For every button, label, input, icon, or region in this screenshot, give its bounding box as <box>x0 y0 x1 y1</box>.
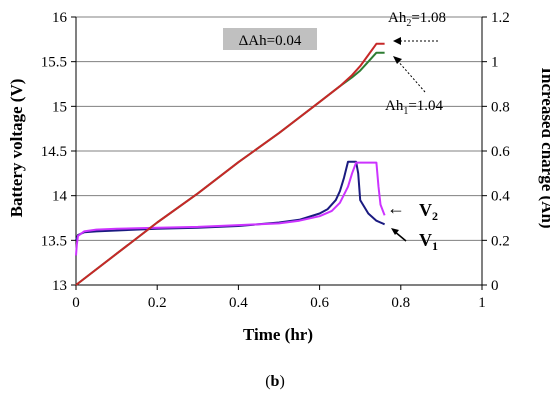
x-tick-label: 0.4 <box>229 295 248 311</box>
ah2-annotation: Ah2=1.08 <box>388 10 446 29</box>
ah1-value: =1.04 <box>408 98 443 114</box>
x-tick-label: 0.6 <box>310 295 329 311</box>
y2-tick-label: 0.4 <box>491 189 510 205</box>
ah1-annotation: Ah1=1.04 <box>385 98 444 117</box>
horizontal-gridlines <box>76 16 482 286</box>
v2-sub: 2 <box>432 209 438 223</box>
series-line-ah2 <box>75 42 385 286</box>
y-tick-label: 13.5 <box>41 233 67 249</box>
figure-caption: (b) <box>265 373 285 390</box>
v1-sub: 1 <box>432 239 438 253</box>
ah1-arrow-line <box>396 59 426 93</box>
ah2-text: Ah <box>388 10 407 26</box>
y2-tick-label: 0 <box>491 278 499 294</box>
v2-arrow-icon: ← <box>387 198 405 218</box>
v2-label: V2 <box>419 200 438 223</box>
series-line-v2 <box>75 161 386 256</box>
y-tick-label: 14 <box>52 189 68 205</box>
ah2-sub: 2 <box>406 18 411 29</box>
y2-tick-label: 0.8 <box>491 99 510 115</box>
y-tick-label: 16 <box>52 10 68 26</box>
x-tick-label: 0 <box>72 295 80 311</box>
y-tick-label: 15 <box>52 99 67 115</box>
y-tick-label: 13 <box>52 278 67 294</box>
series-lines <box>75 42 386 286</box>
axes <box>71 16 487 290</box>
y2-tick-label: 0.6 <box>491 144 510 160</box>
caption-letter: b <box>271 373 280 390</box>
y2-tick-label: 0.2 <box>491 233 510 249</box>
tick-labels: 0 0.2 0.4 0.6 0.8 1 13 13.5 14 14.5 15 15.5 16 0 0.2 0.… <box>41 10 511 311</box>
y2-tick-label: 1.2 <box>491 10 510 26</box>
y-tick-label: 14.5 <box>41 144 67 160</box>
x-axis-label: Time (hr) <box>243 325 313 344</box>
x-tick-label: 0.8 <box>391 295 410 311</box>
ah1-arrow-head <box>393 56 402 64</box>
ah2-arrow-head <box>393 37 401 45</box>
x-tick-label: 0.2 <box>148 295 167 311</box>
ah1-sub: 1 <box>403 106 408 117</box>
ah2-value: =1.08 <box>411 10 446 26</box>
delta-ah-label: ΔAh=0.04 <box>239 33 302 49</box>
ah1-text: Ah <box>385 98 404 114</box>
caption-close: ) <box>279 373 284 390</box>
v1-text: V <box>419 230 432 250</box>
caption-open: ( <box>265 373 270 390</box>
delta-ah-box <box>223 28 317 50</box>
series-line-v1 <box>75 160 386 241</box>
y2-tick-label: 1 <box>491 55 499 71</box>
y2-axis-label: Increased charge (Ah) <box>538 67 550 228</box>
y-tick-label: 15.5 <box>41 55 67 71</box>
x-tick-label: 1 <box>478 295 486 311</box>
v1-label: V1 <box>419 230 438 253</box>
v2-text: V <box>419 200 432 220</box>
v1-arrow-head <box>391 228 399 235</box>
y-axis-label: Battery voltage (V) <box>7 79 26 218</box>
